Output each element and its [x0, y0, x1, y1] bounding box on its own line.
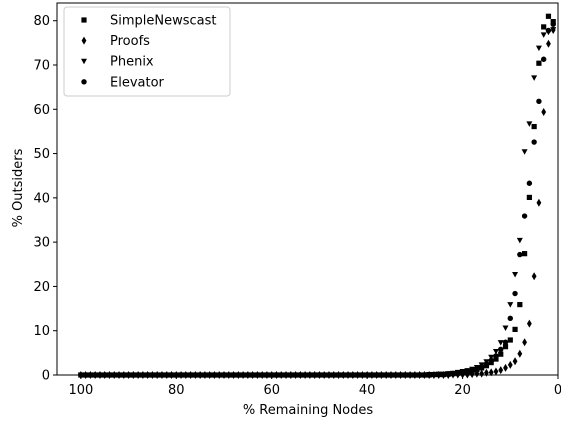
- data-point-triangle-down: [492, 349, 499, 355]
- data-point-triangle-down: [497, 340, 504, 346]
- x-axis-label: % Remaining Nodes: [243, 403, 374, 418]
- data-point-circle: [464, 368, 471, 375]
- data-point-circle: [536, 98, 542, 105]
- data-point-triangle-down: [516, 237, 523, 244]
- y-tick-label: 40: [33, 191, 50, 206]
- data-point-diamond: [474, 369, 480, 378]
- data-point-triangle-down: [507, 302, 514, 308]
- y-tick-label: 60: [33, 103, 50, 118]
- legend-marker-square: [81, 17, 87, 23]
- data-point-triangle-down: [526, 121, 533, 127]
- y-tick-label: 80: [33, 14, 50, 29]
- x-tick-label: 100: [68, 383, 93, 398]
- legend-marker-circle: [81, 79, 87, 85]
- data-point-square: [502, 344, 509, 350]
- data-point-square: [507, 337, 513, 343]
- data-point-circle: [521, 213, 528, 219]
- data-point-triangle-down: [521, 149, 528, 155]
- legend-label: Proofs: [110, 34, 150, 49]
- y-tick-label: 0: [42, 369, 50, 384]
- legend-item-phenix: Phenix: [81, 55, 154, 70]
- data-point-square: [545, 13, 552, 19]
- data-point-circle: [502, 339, 509, 345]
- legend: SimpleNewscast Proofs Phenix Elevator: [63, 6, 231, 97]
- data-point-circle: [517, 251, 523, 258]
- data-point-diamond: [517, 349, 523, 358]
- plot-frame: [56, 2, 559, 376]
- data-point-circle: [540, 56, 547, 62]
- x-tick-label: 20: [454, 383, 471, 398]
- data-point-triangle-down: [531, 75, 538, 81]
- data-point-circle: [450, 370, 456, 377]
- data-point-triangle-down: [535, 45, 542, 52]
- data-point-circle: [531, 139, 537, 145]
- y-tick-label: 20: [33, 280, 50, 295]
- data-point-diamond: [498, 366, 504, 375]
- data-point-triangle-down: [512, 271, 519, 278]
- data-point-triangle-down: [550, 27, 557, 33]
- data-point-circle: [478, 363, 485, 370]
- data-point-diamond: [488, 368, 494, 377]
- legend-marker-triangle-down: [81, 58, 87, 65]
- data-point-triangle-down: [488, 354, 495, 361]
- data-point-diamond: [546, 39, 551, 48]
- y-tick-label: 30: [33, 236, 50, 251]
- data-point-circle: [507, 315, 513, 322]
- legend-item-proofs: Proofs: [81, 34, 150, 49]
- legend-marker-diamond: [81, 36, 87, 45]
- x-tick-label: 80: [168, 383, 185, 398]
- data-point-circle: [545, 27, 552, 34]
- data-point-square: [498, 351, 504, 357]
- legend-label: SimpleNewscast: [110, 14, 217, 29]
- data-point-square: [536, 60, 542, 66]
- data-point-square: [493, 356, 499, 362]
- legend-item-elevator: Elevator: [81, 75, 165, 90]
- data-point-diamond: [536, 198, 542, 207]
- y-tick-label: 10: [33, 324, 50, 339]
- data-point-triangle-down: [540, 32, 547, 38]
- y-tick-label: 70: [33, 59, 50, 74]
- data-point-circle: [474, 366, 480, 372]
- data-point-circle: [459, 369, 466, 376]
- data-point-circle: [493, 353, 499, 359]
- data-point-square: [517, 301, 523, 308]
- legend-item-simplenewscast: SimpleNewscast: [81, 14, 217, 29]
- data-point-diamond: [493, 367, 499, 376]
- legend-label: Elevator: [110, 75, 165, 90]
- data-point-diamond: [507, 360, 513, 369]
- legend-label: Phenix: [110, 55, 154, 70]
- data-point-diamond: [512, 357, 518, 366]
- data-point-square: [526, 194, 532, 201]
- data-point-circle: [488, 357, 494, 364]
- data-point-circle: [498, 346, 504, 353]
- data-point-triangle-down: [502, 325, 509, 332]
- x-tick-label: 40: [359, 383, 376, 398]
- data-point-diamond: [503, 363, 508, 372]
- data-point-circle: [469, 367, 475, 374]
- x-tick-label: 60: [263, 383, 280, 398]
- data-point-diamond: [522, 338, 527, 347]
- data-point-circle: [512, 290, 518, 297]
- data-point-diamond: [541, 107, 547, 116]
- legend-box: [63, 6, 231, 97]
- data-point-square: [512, 326, 518, 332]
- data-point-square: [541, 24, 547, 30]
- data-point-diamond: [526, 319, 532, 328]
- axes: 100 80 60 40 20 0 0 10 20 30 40 50 60 70 80: [33, 2, 561, 398]
- y-axis-label: % Outsiders: [11, 148, 26, 227]
- x-tick-label: 0: [554, 383, 561, 398]
- data-point-circle: [483, 361, 490, 367]
- data-point-circle: [550, 21, 556, 27]
- data-point-diamond: [479, 369, 485, 378]
- data-point-square: [522, 251, 528, 257]
- y-tick-label: 50: [33, 147, 50, 162]
- data-point-diamond: [531, 272, 537, 281]
- data-point-circle: [445, 371, 451, 377]
- data-point-square: [531, 123, 537, 130]
- data-point-circle: [526, 180, 533, 186]
